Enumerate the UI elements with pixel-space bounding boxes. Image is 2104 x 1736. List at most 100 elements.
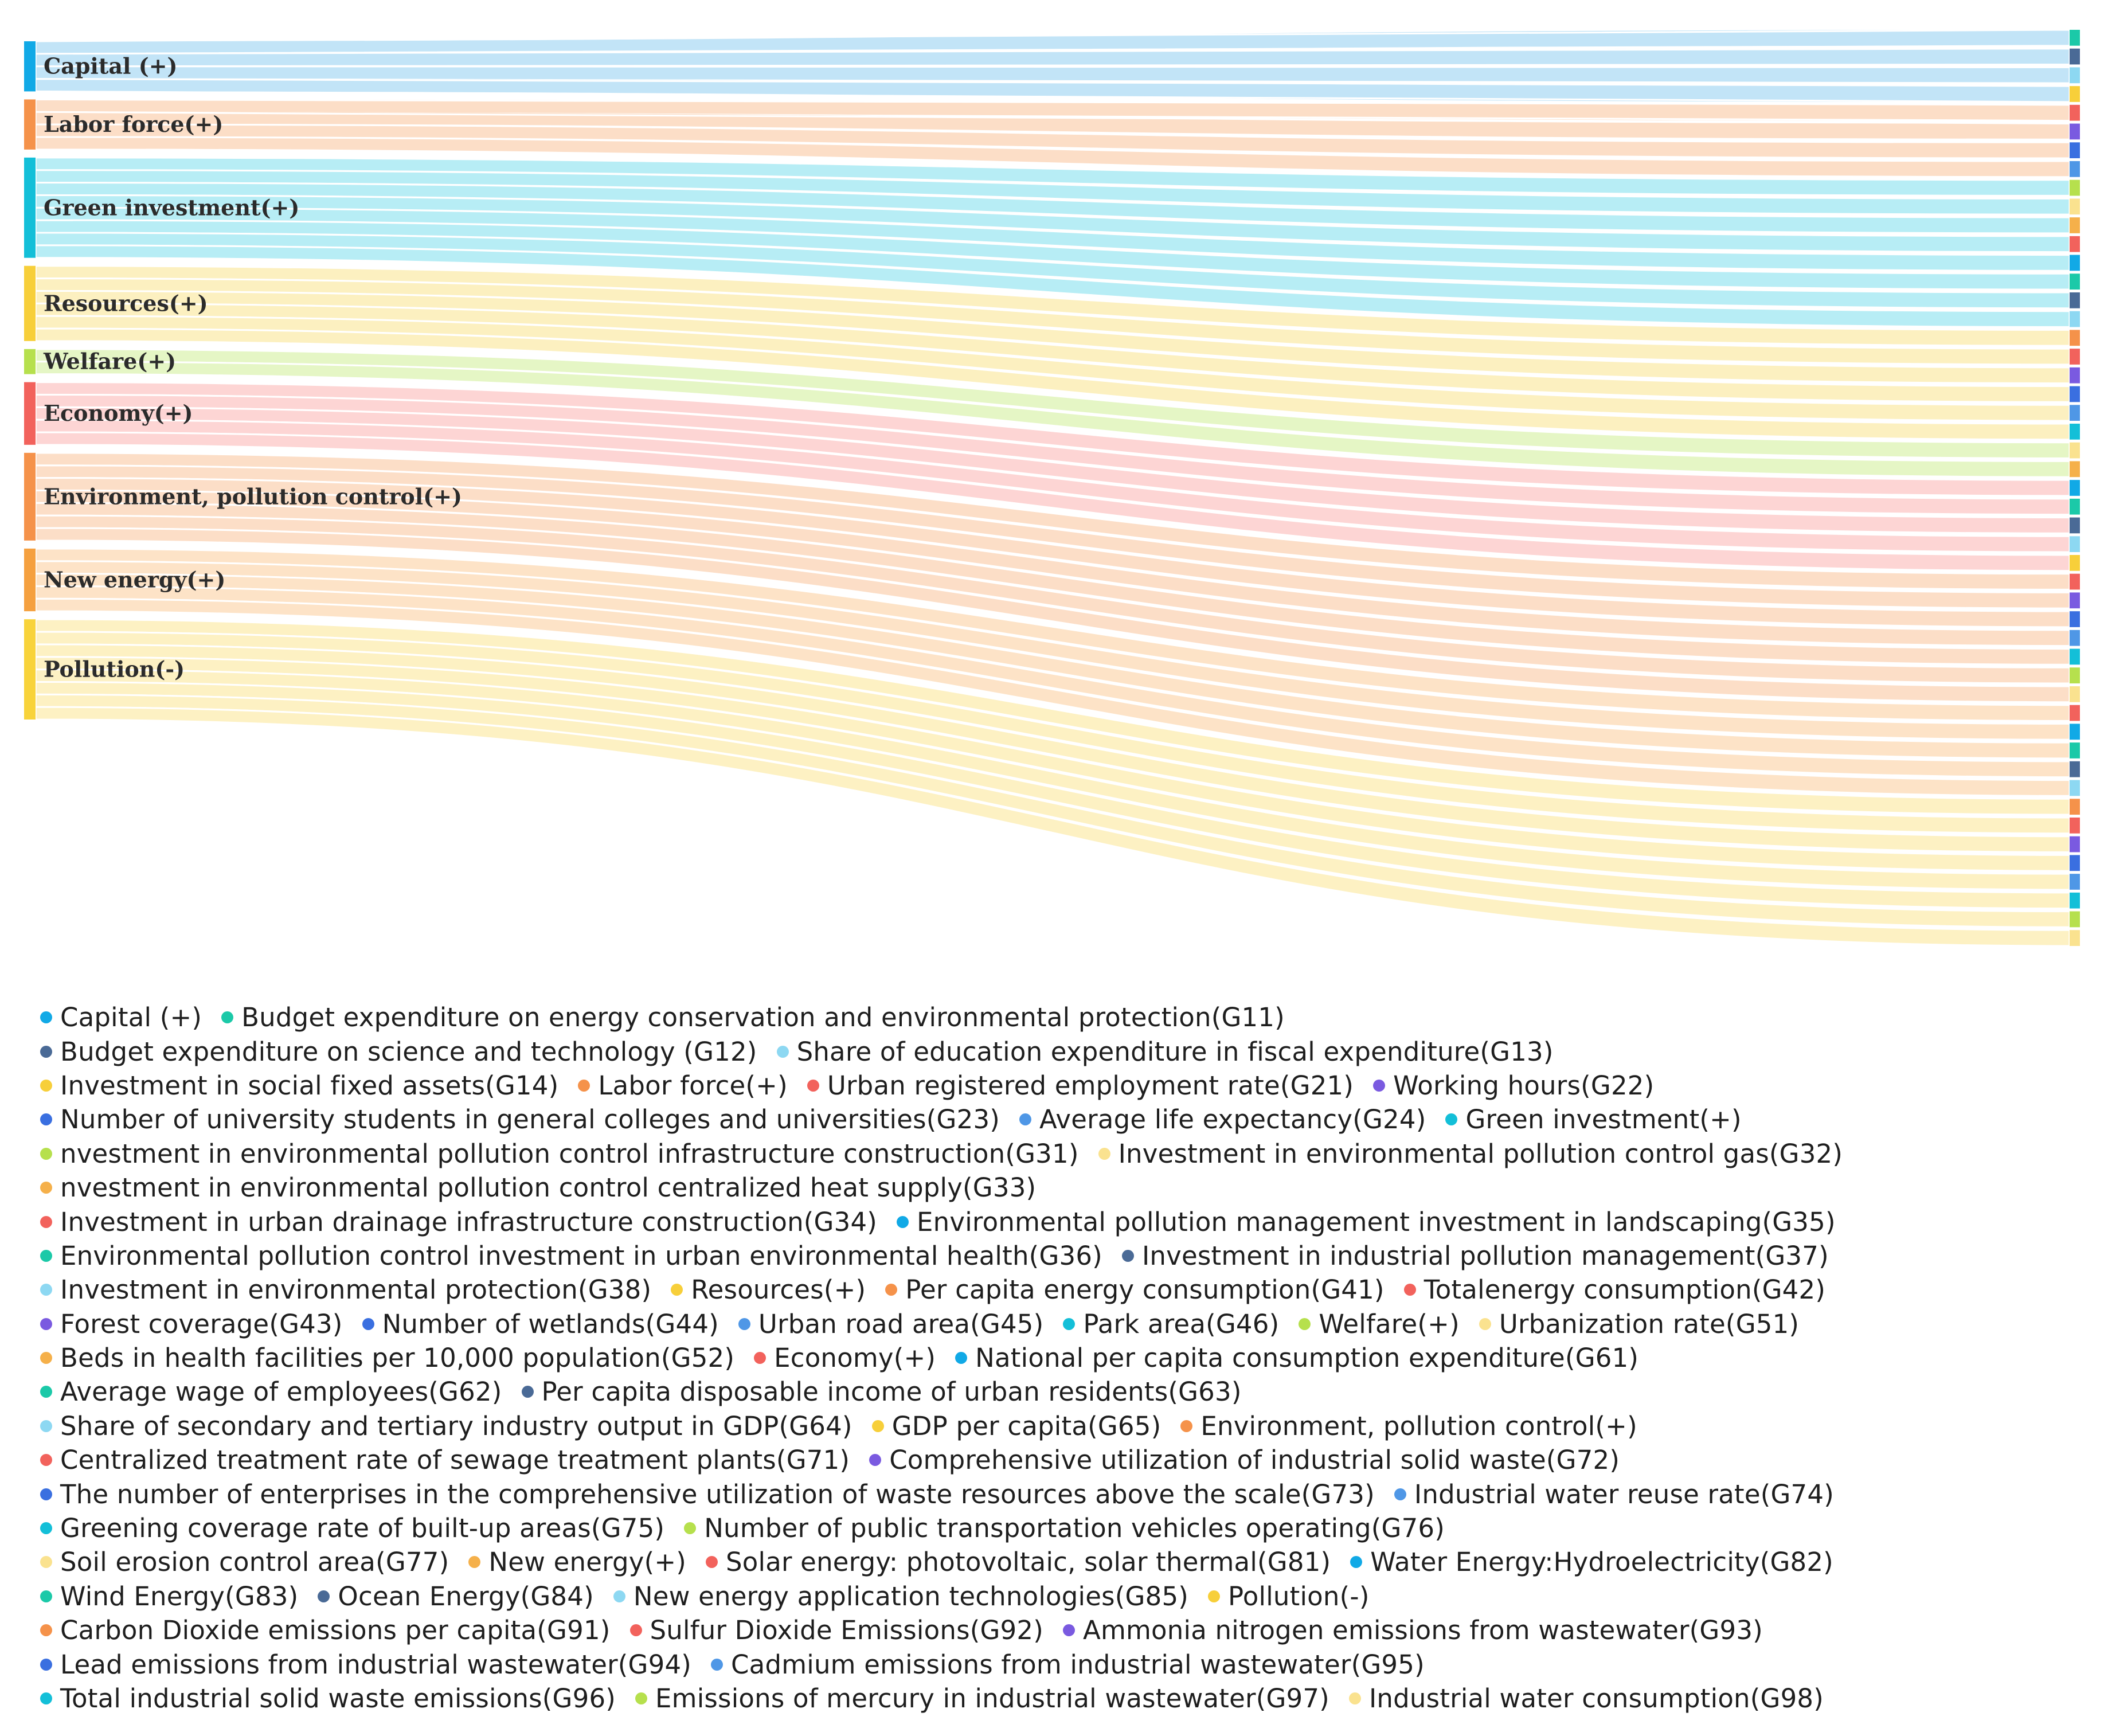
legend-dot-icon xyxy=(40,1556,52,1569)
target-node-g42 xyxy=(2070,349,2080,365)
legend-item: Centralized treatment rate of sewage tre… xyxy=(40,1445,850,1475)
legend-item: Investment in environmental protection(G… xyxy=(40,1274,651,1305)
legend-row: Average wage of employees(G62) Per capita… xyxy=(40,1375,2081,1409)
legend-label: National per capita consumption expendit… xyxy=(975,1343,1639,1374)
legend-dot-icon xyxy=(807,1079,819,1092)
legend-dot-icon xyxy=(1121,1249,1134,1262)
legend-label: Total industrial solid waste emissions(G… xyxy=(60,1683,616,1714)
target-node-g97 xyxy=(2070,911,2080,928)
legend-dot-icon xyxy=(221,1011,234,1024)
legend-label: Water Energy:Hydroelectricity(G82) xyxy=(1370,1547,1833,1578)
legend-label: Ammonia nitrogen emissions from wastewat… xyxy=(1082,1615,1763,1646)
sankey-target-nodes xyxy=(2070,30,2080,946)
legend-dot-icon xyxy=(1479,1317,1491,1330)
legend-label: Pollution(-) xyxy=(1228,1581,1370,1612)
source-node-label-8: New energy(+) xyxy=(44,567,225,593)
legend-item: The number of enterprises in the compreh… xyxy=(40,1479,1375,1510)
legend-dot-icon xyxy=(1394,1488,1406,1500)
legend-dot-icon xyxy=(1403,1284,1416,1296)
target-node-g62 xyxy=(2070,498,2080,515)
legend-dot-icon xyxy=(40,1488,52,1500)
legend-dot-icon xyxy=(897,1215,909,1228)
legend-dot-icon xyxy=(40,1624,52,1637)
target-node-g51 xyxy=(2070,442,2080,459)
legend-dot-icon xyxy=(40,1182,52,1194)
legend-item: Industrial water reuse rate(G74) xyxy=(1394,1479,1834,1510)
source-node-bar-7 xyxy=(24,452,36,541)
source-node-bar-2 xyxy=(24,99,36,150)
legend-label: Investment in urban drainage infrastruct… xyxy=(60,1206,878,1237)
legend-dot-icon xyxy=(40,1420,52,1432)
legend-label: Sulfur Dioxide Emissions(G92) xyxy=(650,1615,1043,1646)
target-node-g21 xyxy=(2070,104,2080,121)
legend-row: Soil erosion control area(G77) New energy… xyxy=(40,1545,2081,1579)
source-node-label-6: Economy(+) xyxy=(44,400,193,426)
target-node-g65 xyxy=(2070,555,2080,571)
legend-item: Ammonia nitrogen emissions from wastewat… xyxy=(1062,1615,1763,1646)
legend-label: Budget expenditure on energy conservatio… xyxy=(241,1002,1285,1033)
legend-item: Total industrial solid waste emissions(G… xyxy=(40,1683,616,1714)
source-node-label-2: Labor force(+) xyxy=(44,111,223,137)
target-node-g46 xyxy=(2070,424,2080,440)
target-node-g24 xyxy=(2070,161,2080,177)
target-node-g38 xyxy=(2070,311,2080,327)
target-node-g81 xyxy=(2070,705,2080,721)
source-node-bar-1 xyxy=(24,41,36,92)
legend-label: Environmental pollution control investme… xyxy=(60,1240,1102,1271)
source-node-label-9: Pollution(-) xyxy=(44,656,185,682)
legend-item: Greening coverage rate of built-up areas… xyxy=(40,1513,664,1543)
target-node-g71 xyxy=(2070,573,2080,590)
legend-row: Forest coverage(G43) Number of wetlands(G… xyxy=(40,1307,2081,1341)
legend-dot-icon xyxy=(955,1352,968,1364)
legend-label: Lead emissions from industrial wastewate… xyxy=(60,1649,692,1680)
source-node-bar-9 xyxy=(24,619,36,720)
legend-label: Investment in environmental pollution co… xyxy=(1118,1138,1843,1169)
source-node-bar-6 xyxy=(24,382,36,445)
legend-item: Budget expenditure on science and techno… xyxy=(40,1037,757,1067)
target-node-g37 xyxy=(2070,292,2080,308)
legend-item: Number of university students in general… xyxy=(40,1104,1000,1135)
legend-label: Ocean Energy(G84) xyxy=(338,1581,594,1612)
legend-dot-icon xyxy=(706,1556,718,1569)
target-node-g23 xyxy=(2070,142,2080,158)
legend-item: New energy(+) xyxy=(468,1547,686,1577)
legend-item: Share of education expenditure in fiscal… xyxy=(776,1037,1554,1067)
legend-dot-icon xyxy=(1348,1692,1361,1704)
legend-dot-icon xyxy=(40,1692,52,1704)
legend-item: Ocean Energy(G84) xyxy=(318,1581,594,1612)
legend-row: Number of university students in general… xyxy=(40,1102,2081,1136)
target-node-g36 xyxy=(2070,273,2080,290)
legend-item: Comprehensive utilization of industrial … xyxy=(869,1445,1620,1475)
legend-row: nvestment in environmental pollution con… xyxy=(40,1137,2081,1171)
target-node-g14 xyxy=(2070,86,2080,102)
legend-row: Budget expenditure on science and techno… xyxy=(40,1034,2081,1068)
target-node-g83 xyxy=(2070,742,2080,758)
legend-dot-icon xyxy=(40,1079,52,1092)
legend-dot-icon xyxy=(1098,1147,1110,1160)
legend-dot-icon xyxy=(40,1386,52,1398)
sankey-link-g52 xyxy=(34,361,2071,478)
legend-dot-icon xyxy=(521,1386,534,1398)
legend-row: Capital (+) Budget expenditure on energy … xyxy=(40,1000,2081,1034)
legend-label: Park area(G46) xyxy=(1083,1308,1280,1339)
target-node-g85 xyxy=(2070,780,2080,796)
legend-item: Pollution(-) xyxy=(1208,1581,1370,1612)
legend-dot-icon xyxy=(869,1454,882,1467)
legend-item: Water Energy:Hydroelectricity(G82) xyxy=(1350,1547,1833,1577)
legend-item: Economy(+) xyxy=(754,1343,936,1373)
legend-item: Carbon Dioxide emissions per capita(G91) xyxy=(40,1615,611,1645)
legend-label: Urbanization rate(G51) xyxy=(1499,1308,1800,1339)
legend-item: Environmental pollution management inves… xyxy=(897,1207,1836,1237)
legend-dot-icon xyxy=(40,1284,52,1296)
legend-row: Investment in urban drainage infrastruct… xyxy=(40,1205,2081,1238)
target-node-g64 xyxy=(2070,536,2080,552)
source-node-bar-8 xyxy=(24,548,36,612)
legend-item: Investment in environmental pollution co… xyxy=(1098,1139,1843,1169)
legend-label: Emissions of mercury in industrial waste… xyxy=(655,1683,1329,1714)
target-node-g98 xyxy=(2070,930,2080,946)
legend-label: Environmental pollution management inves… xyxy=(917,1206,1836,1237)
legend-item: New energy application technologies(G85) xyxy=(613,1581,1188,1612)
legend-label: Urban road area(G45) xyxy=(758,1308,1044,1339)
legend-item: Share of secondary and tertiary industry… xyxy=(40,1411,852,1441)
legend-item: Per capita energy consumption(G41) xyxy=(885,1274,1384,1305)
